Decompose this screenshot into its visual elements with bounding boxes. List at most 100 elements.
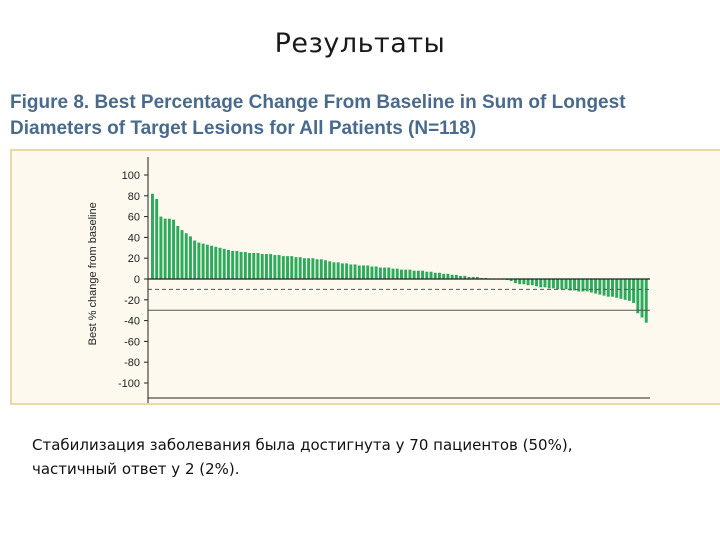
bar bbox=[421, 270, 425, 279]
bar bbox=[425, 271, 429, 279]
y-tick-label: -80 bbox=[124, 357, 140, 369]
y-tick-label: 80 bbox=[128, 191, 140, 203]
bar bbox=[602, 279, 606, 296]
y-axis-label: Best % change from baseline bbox=[87, 202, 99, 345]
y-tick-label: 100 bbox=[122, 170, 140, 182]
bar bbox=[336, 262, 340, 279]
y-tick-label: -20 bbox=[124, 295, 140, 307]
caption: Стабилизация заболевания была достигнута… bbox=[32, 433, 692, 481]
bar bbox=[404, 269, 408, 279]
bar bbox=[151, 193, 154, 279]
bar bbox=[226, 249, 230, 279]
bar bbox=[277, 255, 281, 279]
bar bbox=[197, 242, 201, 279]
bar bbox=[632, 279, 636, 303]
y-tick-label: 40 bbox=[128, 232, 140, 244]
bar bbox=[429, 271, 433, 279]
caption-line-1: Стабилизация заболевания была достигнута… bbox=[32, 436, 573, 454]
chart-frame: 100 80 60 40 20 0 -20 -40 -60 -80 -100 Best % chan… bbox=[10, 149, 720, 405]
bar bbox=[239, 251, 243, 279]
bar bbox=[446, 273, 450, 279]
bar bbox=[518, 279, 522, 285]
bar bbox=[252, 253, 256, 279]
bar bbox=[577, 279, 581, 292]
waterfall-chart: 100 80 60 40 20 0 -20 -40 -60 -80 -100 Best % chan… bbox=[87, 157, 650, 403]
bar bbox=[273, 255, 277, 279]
bar bbox=[509, 279, 513, 282]
bar bbox=[163, 218, 167, 279]
y-tick-label: -100 bbox=[118, 378, 140, 390]
bar bbox=[412, 270, 416, 279]
bar bbox=[167, 218, 171, 279]
y-tick-label: 20 bbox=[128, 253, 140, 265]
bar bbox=[180, 230, 184, 279]
bar bbox=[374, 266, 378, 279]
bar bbox=[400, 269, 403, 279]
slide-title: Результаты bbox=[274, 28, 446, 59]
bar bbox=[606, 279, 610, 297]
bar bbox=[378, 267, 382, 279]
bar bbox=[551, 279, 555, 289]
bar bbox=[433, 272, 437, 279]
caption-line-2: частичный ответ у 2 (2%). bbox=[32, 460, 240, 478]
bar bbox=[644, 279, 648, 323]
bar bbox=[311, 258, 315, 279]
bar bbox=[611, 279, 614, 297]
bar bbox=[159, 216, 163, 279]
bar bbox=[188, 236, 192, 279]
bar bbox=[560, 279, 564, 290]
bar bbox=[556, 279, 560, 290]
bar bbox=[294, 257, 298, 279]
bar bbox=[210, 245, 214, 279]
bar bbox=[475, 276, 479, 279]
bar bbox=[340, 263, 344, 279]
bar bbox=[349, 264, 353, 279]
bar bbox=[619, 279, 623, 299]
bar bbox=[467, 276, 471, 279]
bar bbox=[290, 256, 294, 279]
bar bbox=[463, 275, 467, 279]
bar bbox=[459, 275, 463, 279]
bar bbox=[218, 247, 222, 279]
y-tick-label: 0 bbox=[134, 274, 140, 286]
bar bbox=[269, 254, 273, 279]
bar bbox=[315, 259, 319, 279]
bar bbox=[248, 253, 252, 279]
bar bbox=[176, 225, 180, 279]
bar bbox=[581, 279, 585, 292]
bar bbox=[302, 258, 306, 279]
bar bbox=[281, 256, 285, 279]
figure-title-line-1: Figure 8. Best Percentage Change From Ba… bbox=[10, 92, 626, 113]
bar bbox=[319, 259, 323, 279]
bar bbox=[231, 250, 235, 279]
bar bbox=[345, 263, 349, 279]
bar bbox=[589, 279, 593, 293]
bar bbox=[260, 254, 264, 279]
bar bbox=[442, 273, 446, 279]
y-tick-label: -40 bbox=[124, 316, 140, 328]
bar bbox=[408, 269, 412, 279]
bar bbox=[264, 254, 268, 279]
bar bbox=[256, 253, 260, 279]
bar bbox=[437, 272, 441, 279]
bar bbox=[184, 233, 188, 279]
bar bbox=[243, 251, 247, 279]
bar bbox=[564, 279, 568, 290]
bar bbox=[585, 279, 589, 292]
bar bbox=[450, 274, 454, 279]
reference-lines-group bbox=[148, 288, 650, 311]
bar bbox=[201, 243, 205, 279]
bar bbox=[298, 257, 302, 279]
bar bbox=[172, 219, 176, 279]
figure-title-line-2: Diameters of Target Lesions for All Pati… bbox=[10, 118, 477, 139]
y-tick-label: 60 bbox=[128, 212, 140, 224]
bar bbox=[627, 279, 631, 301]
bars-group bbox=[151, 193, 648, 323]
bar bbox=[328, 261, 332, 279]
bar bbox=[370, 266, 374, 279]
bar bbox=[513, 279, 517, 284]
bar bbox=[366, 265, 370, 279]
bar bbox=[454, 274, 458, 279]
bar bbox=[286, 256, 289, 279]
bar bbox=[357, 265, 361, 279]
